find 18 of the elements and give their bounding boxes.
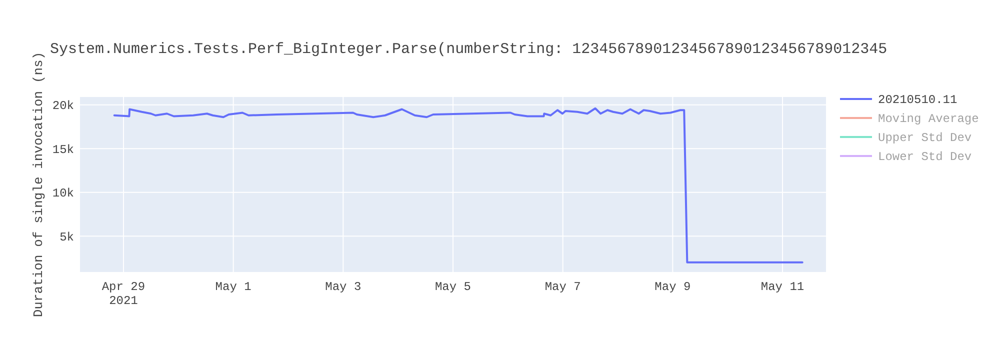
legend-label: Moving Average [878, 112, 979, 126]
legend-label: Lower Std Dev [878, 150, 972, 164]
x-tick-label: May 7 [544, 280, 581, 294]
legend-label: Upper Std Dev [878, 131, 972, 146]
x-tick-label: May 3 [325, 280, 362, 294]
x-tick-label: May 5 [434, 280, 472, 294]
y-tick-label: 10k [52, 186, 74, 201]
y-tick-label: 20k [52, 99, 74, 114]
legend-label: 20210510.11 [878, 93, 958, 108]
x-tick-label: May 9 [654, 280, 691, 294]
chart-title: System.Numerics.Tests.Perf_BigInteger.Parse(numberString: 12345678901234567890123456789012345 [50, 41, 888, 58]
y-tick-label: 15k [52, 142, 74, 157]
line-series [113, 107, 804, 264]
x-tick-label: Apr 29 2021 [102, 280, 146, 308]
x-tick-label: May 11 [760, 280, 804, 294]
x-tick-label: May 1 [215, 280, 252, 294]
y-axis-title: Duration of single invocation (ns) [31, 52, 46, 318]
y-tick-label: 5k [60, 230, 74, 244]
